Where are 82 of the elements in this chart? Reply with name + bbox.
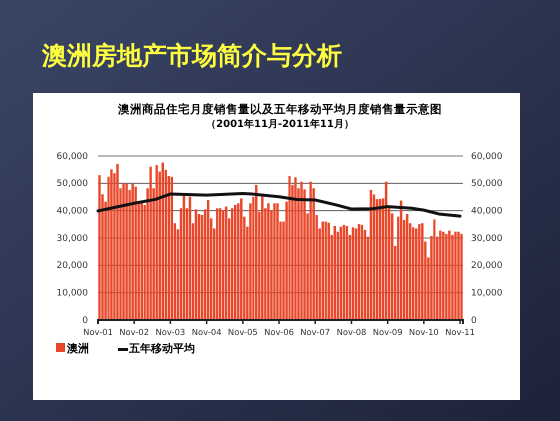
bar — [188, 196, 192, 320]
text: （2001年11月-2011年11月） — [206, 118, 354, 130]
bar — [360, 224, 364, 320]
bar — [439, 230, 442, 320]
bar — [198, 214, 200, 320]
bar — [358, 224, 360, 320]
bar — [122, 183, 125, 320]
x-tick-label: Nov-08 — [336, 326, 366, 337]
bar — [131, 183, 134, 320]
y2-tick-label: 20,000 — [471, 261, 503, 272]
bar — [182, 196, 186, 320]
bar — [134, 186, 137, 320]
bar — [433, 219, 436, 320]
x-tick-label: Nov-03 — [155, 326, 186, 337]
bar — [346, 226, 348, 320]
bar — [116, 164, 119, 320]
x-tick-label: Nov-07 — [300, 326, 330, 337]
bar — [415, 228, 418, 320]
x-tick-label: Nov-04 — [192, 326, 222, 337]
bar — [170, 176, 174, 320]
bar — [276, 203, 279, 320]
bar — [451, 234, 454, 320]
bar — [324, 222, 327, 320]
legend-label: 五年移动平均 — [128, 342, 195, 355]
bar — [334, 226, 336, 320]
bar — [340, 226, 342, 320]
bar — [125, 184, 128, 320]
bar — [445, 234, 448, 320]
bar — [322, 222, 324, 320]
bar — [140, 203, 144, 320]
bar — [412, 227, 414, 320]
bar — [400, 200, 402, 320]
bar — [230, 208, 234, 320]
bar — [448, 230, 451, 320]
legend-label: 澳洲 — [66, 342, 89, 355]
bar — [327, 222, 330, 320]
y-tick-label: 10,000 — [56, 288, 88, 299]
bar — [218, 208, 222, 320]
y-tick-label: 30,000 — [56, 234, 88, 244]
bar — [418, 224, 420, 320]
y2-tick-label: 50,000 — [471, 179, 503, 190]
line-series — [96, 192, 462, 218]
x-tick-label: Nov-05 — [228, 326, 258, 337]
y2-tick-label: 60,000 — [471, 152, 503, 162]
bar — [267, 203, 270, 320]
x-tick-label: Nov-02 — [119, 326, 150, 337]
chart-subtitle: 澳洲商品住宅月度销售量以及五年移动平均月度销售量示意图 — [117, 102, 442, 116]
bar — [370, 190, 372, 320]
bar — [255, 184, 258, 320]
chart-title: 澳洲房地产市场简介与分析 — [41, 41, 342, 70]
y-tick-label: 40,000 — [56, 206, 88, 217]
bar — [421, 223, 424, 320]
x-tick-label: Nov-01 — [83, 326, 113, 337]
x-tick-label: Nov-11 — [445, 326, 475, 337]
bar — [406, 214, 408, 320]
y2-tick-label: 40,000 — [471, 206, 503, 217]
bar — [224, 206, 228, 320]
bar — [110, 169, 113, 320]
bar — [234, 204, 236, 320]
y-tick-label: 20,000 — [56, 261, 88, 272]
bar — [206, 200, 210, 320]
bar — [216, 208, 218, 320]
bar — [149, 166, 152, 320]
y2-tick-label: 10,000 — [471, 288, 503, 299]
y-tick-label: 60,000 — [56, 152, 88, 162]
bar — [384, 182, 388, 320]
bar — [309, 182, 312, 320]
y-tick-label: 50,000 — [56, 179, 88, 190]
y2-tick-label: 0 — [471, 316, 477, 326]
bar — [162, 162, 164, 320]
x-tick-label: Nov-10 — [408, 326, 439, 337]
bar — [261, 196, 264, 320]
bar — [240, 198, 243, 320]
bar — [442, 232, 445, 320]
y-tick-label: 0 — [82, 316, 88, 326]
bar — [156, 165, 158, 320]
bar — [222, 210, 224, 320]
bar — [378, 198, 382, 320]
bar — [342, 224, 346, 320]
y2-tick-label: 30,000 — [471, 234, 503, 244]
x-tick-label: Nov-09 — [372, 326, 403, 337]
x-tick-label: Nov-06 — [264, 326, 294, 337]
